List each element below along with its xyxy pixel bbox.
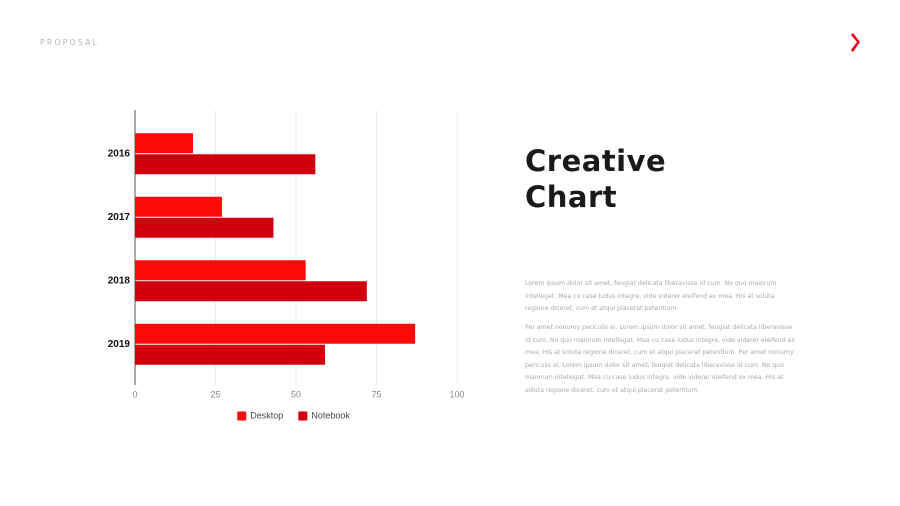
bar bbox=[135, 260, 306, 281]
paragraph: Lorem ipsum dolor sit amet, feugiat deli… bbox=[525, 280, 777, 313]
x-tick-label: 25 bbox=[210, 389, 220, 399]
legend-label: Desktop bbox=[250, 410, 283, 420]
logo bbox=[851, 33, 860, 52]
legend-label: Notebook bbox=[311, 410, 350, 420]
bar bbox=[135, 154, 316, 175]
x-tick-label: 75 bbox=[371, 389, 381, 399]
x-tick-label: 50 bbox=[291, 389, 301, 399]
y-tick-label: 2017 bbox=[108, 212, 131, 223]
bar bbox=[135, 217, 274, 238]
title: Creative Chart bbox=[525, 143, 666, 215]
title-line: Creative bbox=[525, 144, 667, 178]
bar bbox=[135, 133, 193, 154]
x-tick-label: 0 bbox=[132, 389, 137, 399]
y-tick-label: 2016 bbox=[108, 148, 131, 159]
title-line: Chart bbox=[525, 180, 618, 214]
bar bbox=[135, 196, 222, 217]
legend-swatch bbox=[237, 411, 247, 421]
y-tick-label: 2019 bbox=[108, 339, 131, 350]
legend-swatch bbox=[298, 411, 308, 421]
bar bbox=[135, 281, 367, 302]
paragraph: Per amet nonumy periculis ei. Lorem ipsu… bbox=[525, 324, 796, 394]
y-tick-label: 2018 bbox=[108, 275, 131, 286]
header-label: PROPOSAL bbox=[40, 38, 99, 47]
bar bbox=[135, 344, 325, 365]
x-tick-label: 100 bbox=[449, 389, 464, 399]
bar bbox=[135, 323, 416, 344]
